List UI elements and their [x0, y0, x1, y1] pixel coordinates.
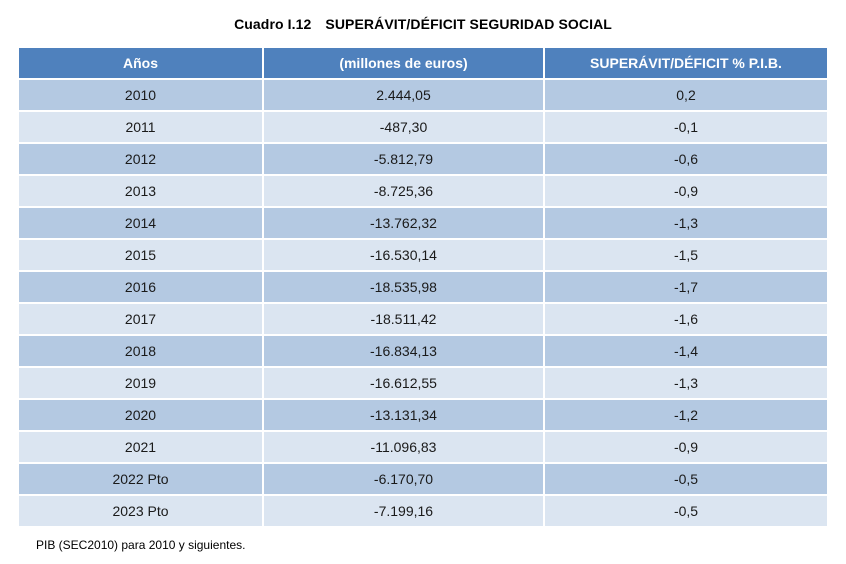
cell-euros: -5.812,79 — [262, 142, 545, 176]
cell-pib: -0,9 — [543, 174, 829, 208]
cell-euros: -18.511,42 — [262, 302, 545, 336]
cell-pib: -1,5 — [543, 238, 829, 272]
footnote: PIB (SEC2010) para 2010 y siguientes. — [36, 538, 246, 552]
cell-euros: -13.131,34 — [262, 398, 545, 432]
cell-pib: -0,5 — [543, 494, 829, 528]
cell-pib: -1,4 — [543, 334, 829, 368]
table-number-label: Cuadro I.12 — [234, 16, 312, 32]
table-header-row: Años (millones de euros) SUPERÁVIT/DÉFIC… — [17, 46, 829, 80]
table-row: 2013 -8.725,36 -0,9 — [17, 174, 829, 208]
table-row: 2020 -13.131,34 -1,2 — [17, 398, 829, 432]
page-title: Cuadro I.12 SUPERÁVIT/DÉFICIT SEGURIDAD S… — [0, 16, 846, 32]
table-row: 2010 2.444,05 0,2 — [17, 78, 829, 112]
cell-year: 2022 Pto — [17, 462, 264, 496]
table-row: 2019 -16.612,55 -1,3 — [17, 366, 829, 400]
table-title-text: SUPERÁVIT/DÉFICIT SEGURIDAD SOCIAL — [325, 16, 612, 32]
cell-pib: -1,2 — [543, 398, 829, 432]
cell-pib: -0,5 — [543, 462, 829, 496]
header-cell-euros: (millones de euros) — [262, 46, 545, 80]
cell-euros: -16.612,55 — [262, 366, 545, 400]
table-row: 2018 -16.834,13 -1,4 — [17, 334, 829, 368]
table-row: 2014 -13.762,32 -1,3 — [17, 206, 829, 240]
table-row: 2023 Pto -7.199,16 -0,5 — [17, 494, 829, 528]
cell-euros: -8.725,36 — [262, 174, 545, 208]
cell-pib: -1,3 — [543, 366, 829, 400]
cell-pib: -1,7 — [543, 270, 829, 304]
cell-year: 2019 — [17, 366, 264, 400]
table-row: 2015 -16.530,14 -1,5 — [17, 238, 829, 272]
cell-year: 2012 — [17, 142, 264, 176]
cell-year: 2018 — [17, 334, 264, 368]
cell-year: 2020 — [17, 398, 264, 432]
cell-pib: 0,2 — [543, 78, 829, 112]
cell-pib: -0,1 — [543, 110, 829, 144]
cell-pib: -1,6 — [543, 302, 829, 336]
cell-euros: -16.530,14 — [262, 238, 545, 272]
cell-euros: -6.170,70 — [262, 462, 545, 496]
table-row: 2017 -18.511,42 -1,6 — [17, 302, 829, 336]
cell-euros: -13.762,32 — [262, 206, 545, 240]
table-row: 2016 -18.535,98 -1,7 — [17, 270, 829, 304]
header-cell-pib: SUPERÁVIT/DÉFICIT % P.I.B. — [543, 46, 829, 80]
cell-euros: -487,30 — [262, 110, 545, 144]
social-security-table: Años (millones de euros) SUPERÁVIT/DÉFIC… — [17, 46, 829, 528]
cell-year: 2010 — [17, 78, 264, 112]
table-row: 2021 -11.096,83 -0,9 — [17, 430, 829, 464]
cell-year: 2013 — [17, 174, 264, 208]
cell-year: 2016 — [17, 270, 264, 304]
cell-year: 2021 — [17, 430, 264, 464]
cell-year: 2015 — [17, 238, 264, 272]
cell-euros: -11.096,83 — [262, 430, 545, 464]
table-row: 2022 Pto -6.170,70 -0,5 — [17, 462, 829, 496]
cell-pib: -0,9 — [543, 430, 829, 464]
cell-euros: -16.834,13 — [262, 334, 545, 368]
table-row: 2012 -5.812,79 -0,6 — [17, 142, 829, 176]
cell-euros: -18.535,98 — [262, 270, 545, 304]
table-body: 2010 2.444,05 0,2 2011 -487,30 -0,1 2012 -5.812… — [17, 78, 829, 528]
cell-year: 2017 — [17, 302, 264, 336]
cell-pib: -1,3 — [543, 206, 829, 240]
cell-pib: -0,6 — [543, 142, 829, 176]
cell-euros: -7.199,16 — [262, 494, 545, 528]
cell-year: 2014 — [17, 206, 264, 240]
header-cell-years: Años — [17, 46, 264, 80]
cell-euros: 2.444,05 — [262, 78, 545, 112]
table-row: 2011 -487,30 -0,1 — [17, 110, 829, 144]
cell-year: 2011 — [17, 110, 264, 144]
cell-year: 2023 Pto — [17, 494, 264, 528]
